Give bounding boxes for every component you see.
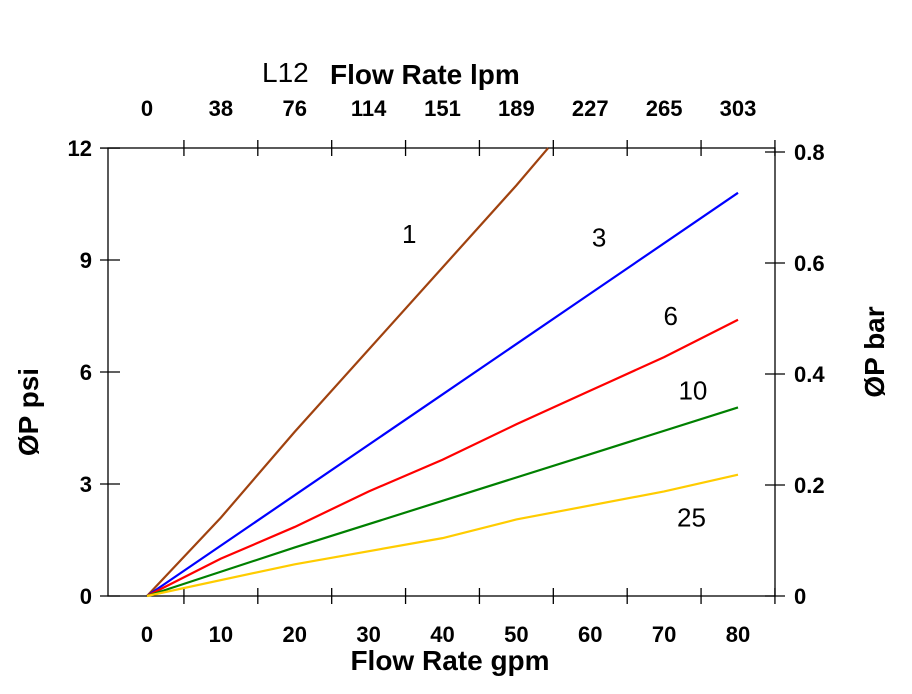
y2-tick-label: 0	[794, 584, 806, 609]
x-top-tick-label: 303	[720, 96, 757, 121]
series-label: 1	[402, 219, 416, 249]
x-top-tick-label: 0	[141, 96, 153, 121]
x-tick-label: 70	[652, 622, 676, 647]
y2-tick-label: 0.4	[794, 362, 825, 387]
x-top-tick-label: 189	[498, 96, 535, 121]
series-label: 3	[592, 223, 606, 253]
plot-frame	[107, 147, 776, 597]
y-tick-label: 0	[80, 584, 92, 609]
series-line-1	[146, 147, 549, 597]
series-line-25	[146, 473, 739, 598]
x-tick-label: 20	[283, 622, 307, 647]
y-tick-label: 12	[68, 136, 92, 161]
chart-title: Flow Rate lpm	[330, 59, 520, 90]
x-top-tick-label: 227	[572, 96, 609, 121]
x-tick-label: 60	[578, 622, 602, 647]
x-tick-label: 10	[209, 622, 233, 647]
title-prefix: L12	[262, 57, 309, 88]
x-top-tick-label: 265	[646, 96, 683, 121]
series-label: 6	[664, 301, 678, 331]
series-line-6	[146, 318, 739, 597]
y2-tick-label: 0.2	[794, 473, 825, 498]
y-tick-label: 9	[80, 248, 92, 273]
x-tick-label: 40	[430, 622, 454, 647]
y2-tick-label: 0.8	[794, 140, 825, 165]
x-tick-label: 30	[356, 622, 380, 647]
series-line-3	[146, 191, 739, 597]
y-tick-label: 3	[80, 472, 92, 497]
x-tick-label: 0	[141, 622, 153, 647]
x-tick-label: 50	[504, 622, 528, 647]
series-label: 10	[678, 376, 707, 406]
x-tick-label: 80	[726, 622, 750, 647]
x-top-tick-label: 38	[209, 96, 233, 121]
y-axis-label: ØP psi	[13, 368, 44, 456]
y-tick-label: 6	[80, 360, 92, 385]
x-top-tick-label: 76	[283, 96, 307, 121]
x-top-tick-label: 114	[351, 96, 387, 121]
x-axis-label: Flow Rate gpm	[350, 645, 549, 676]
series-line-10	[146, 406, 739, 598]
x-top-tick-label: 151	[424, 96, 461, 121]
y2-axis-label: ØP bar	[859, 306, 890, 397]
series-label: 25	[677, 503, 706, 533]
y2-tick-label: 0.6	[794, 251, 825, 276]
